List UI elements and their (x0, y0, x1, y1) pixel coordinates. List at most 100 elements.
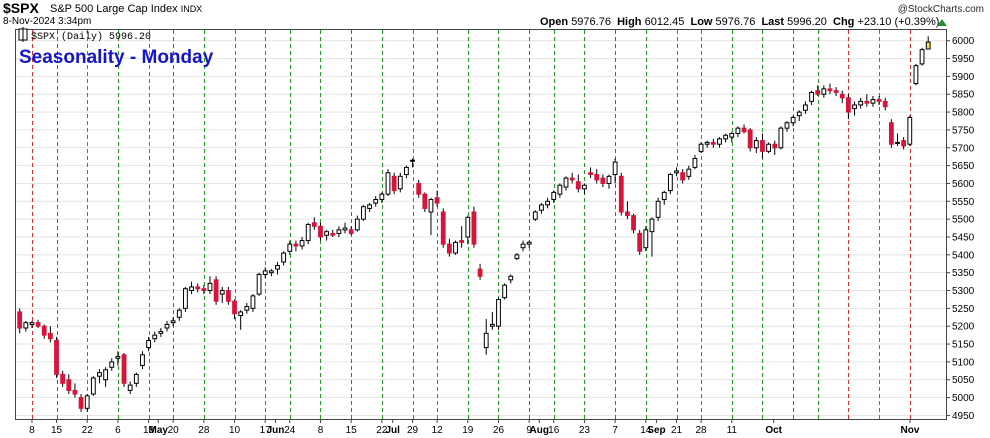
candle-body-up (514, 254, 520, 259)
candle (919, 47, 925, 66)
candle (888, 119, 894, 148)
candle (747, 128, 753, 152)
candle (103, 367, 109, 387)
candle (195, 283, 201, 293)
candle-body-up (545, 200, 551, 206)
x-tick-label: 9 (526, 425, 532, 436)
candle-body-up (385, 172, 391, 195)
candle-body-up (526, 241, 532, 245)
candle-body-up (250, 295, 256, 309)
candle (201, 285, 207, 295)
candle (379, 192, 385, 204)
monday-lines (32, 30, 911, 419)
candle (244, 303, 250, 314)
candle (766, 142, 771, 154)
candle (453, 240, 458, 255)
open-label: Open (540, 16, 569, 28)
candle (275, 261, 280, 275)
candle (569, 172, 575, 184)
candle-body-down (391, 175, 397, 192)
candle (287, 240, 293, 255)
candle (895, 133, 900, 146)
candle (625, 201, 630, 220)
candle-body-up (502, 284, 508, 299)
high-value: 6012.45 (644, 16, 685, 28)
candle-body-up (152, 334, 158, 340)
candle (299, 236, 305, 250)
candle-body-down (293, 243, 299, 247)
candle (330, 229, 336, 237)
candle-body-up (563, 177, 569, 188)
candle-body-up (612, 161, 618, 176)
candle (84, 394, 90, 412)
y-tick-label: 5400 (952, 250, 975, 261)
candle (600, 174, 606, 188)
candle (845, 94, 851, 120)
candle (133, 372, 139, 387)
candle-body-up (913, 65, 919, 85)
candle (35, 319, 41, 328)
candle (551, 190, 557, 204)
candle-body-up (244, 306, 250, 311)
legend-text: $SPX (Daily) 5996.20 (31, 31, 151, 43)
y-tick-label: 5950 (952, 54, 975, 65)
candle-body-up (790, 116, 796, 124)
x-tick-label: Sep (647, 425, 665, 436)
candle-body-down (195, 286, 201, 290)
candle-body-up (404, 166, 409, 176)
y-tick-label: 5050 (952, 375, 975, 386)
x-tick-label: 29 (407, 425, 419, 436)
candle-body-up (858, 100, 864, 106)
candle (667, 172, 673, 195)
candle (342, 222, 348, 234)
candle-body-down (47, 332, 53, 340)
candle-body-down (569, 177, 575, 181)
candle (293, 240, 299, 252)
candle-body-up (582, 184, 587, 190)
candle (643, 226, 649, 252)
chart-title: Seasonality - Monday (19, 47, 214, 68)
candle (440, 208, 446, 248)
candles (17, 36, 931, 412)
candle-body-up (729, 132, 735, 138)
up-arrow-icon (937, 19, 947, 26)
candle-body-up (164, 323, 170, 329)
high-label: High (617, 16, 642, 28)
candle-body-down (311, 222, 317, 227)
candle (428, 197, 434, 236)
candle (213, 276, 219, 305)
x-tick-label: 17 (260, 425, 272, 436)
x-tick-label: 8 (29, 425, 35, 436)
candle (78, 394, 84, 412)
candle-body-up (870, 99, 876, 104)
candle (361, 204, 366, 221)
candle-body-up (158, 331, 164, 334)
candle-body-up (305, 224, 311, 242)
candle-body-up (655, 200, 661, 218)
candle-body-down (680, 172, 686, 181)
candle-body-up (109, 361, 115, 368)
candle-body-up (183, 288, 188, 309)
candle (189, 281, 194, 295)
candle-body-up (287, 243, 293, 252)
candle-body-down (66, 379, 72, 391)
ticker-exchange: INDX (180, 4, 203, 14)
candle-body-up (379, 193, 385, 201)
y-tick-label: 5750 (952, 125, 975, 136)
candle-body-up (674, 170, 679, 174)
candle (858, 97, 864, 109)
y-tick-label: 5150 (952, 340, 975, 351)
y-tick-label: 5450 (952, 232, 975, 243)
chg-label: Chg (833, 16, 855, 28)
candle (563, 176, 569, 191)
candle-body-up (925, 41, 931, 50)
candle (502, 283, 508, 300)
candle (97, 369, 102, 384)
candle-body-down (575, 181, 581, 190)
candle (54, 336, 59, 378)
x-tick-label: 19 (462, 425, 474, 436)
candle-body-up (796, 111, 802, 117)
candle-body-down (41, 325, 47, 336)
candle (839, 90, 845, 104)
candle (72, 383, 78, 398)
